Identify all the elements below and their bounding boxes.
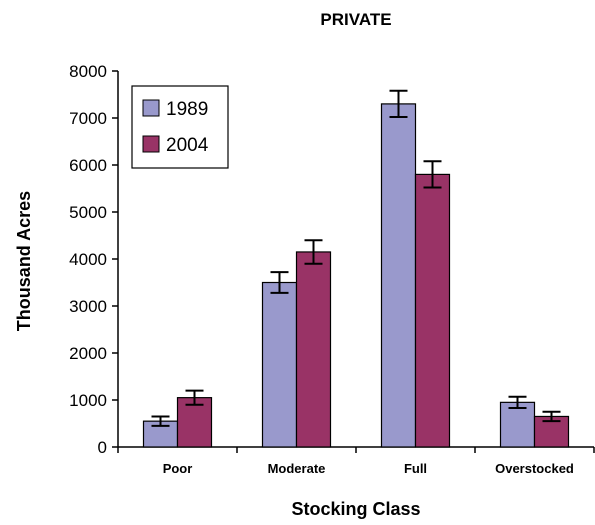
x-tick-label: Moderate xyxy=(268,461,326,476)
x-tick-label: Overstocked xyxy=(495,461,574,476)
y-tick-label: 3000 xyxy=(69,297,107,316)
y-tick-label: 2000 xyxy=(69,344,107,363)
legend: 1989 2004 xyxy=(131,85,229,169)
y-tick-label: 1000 xyxy=(69,391,107,410)
bar-2004-poor xyxy=(176,397,213,448)
bar-2004-full xyxy=(414,173,451,448)
legend-label-2004: 2004 xyxy=(166,135,209,156)
y-tick-label: 6000 xyxy=(69,156,107,175)
y-tick-label: 5000 xyxy=(69,203,107,222)
x-axis-title: Stocking Class xyxy=(291,499,420,519)
bar-1989-overstocked xyxy=(499,401,536,448)
legend-swatch-1989 xyxy=(142,99,160,117)
y-tick-label: 7000 xyxy=(69,109,107,128)
bar-1989-moderate xyxy=(261,281,298,448)
chart-title: PRIVATE xyxy=(320,10,391,29)
y-axis-title: Thousand Acres xyxy=(14,191,34,331)
y-tick-label: 4000 xyxy=(69,250,107,269)
bar-2004-moderate xyxy=(295,251,332,448)
bar-1989-full xyxy=(380,103,417,448)
legend-label-1989: 1989 xyxy=(166,99,208,120)
legend-swatch-2004 xyxy=(142,135,160,153)
x-tick-label: Poor xyxy=(163,461,193,476)
y-tick-label: 8000 xyxy=(69,62,107,81)
x-tick-label: Full xyxy=(404,461,427,476)
y-tick-label: 0 xyxy=(98,438,107,457)
plot-area: 0 1000 2000 3000 4000 5000 6000 7000 8000 Poor Mod… xyxy=(69,62,595,476)
